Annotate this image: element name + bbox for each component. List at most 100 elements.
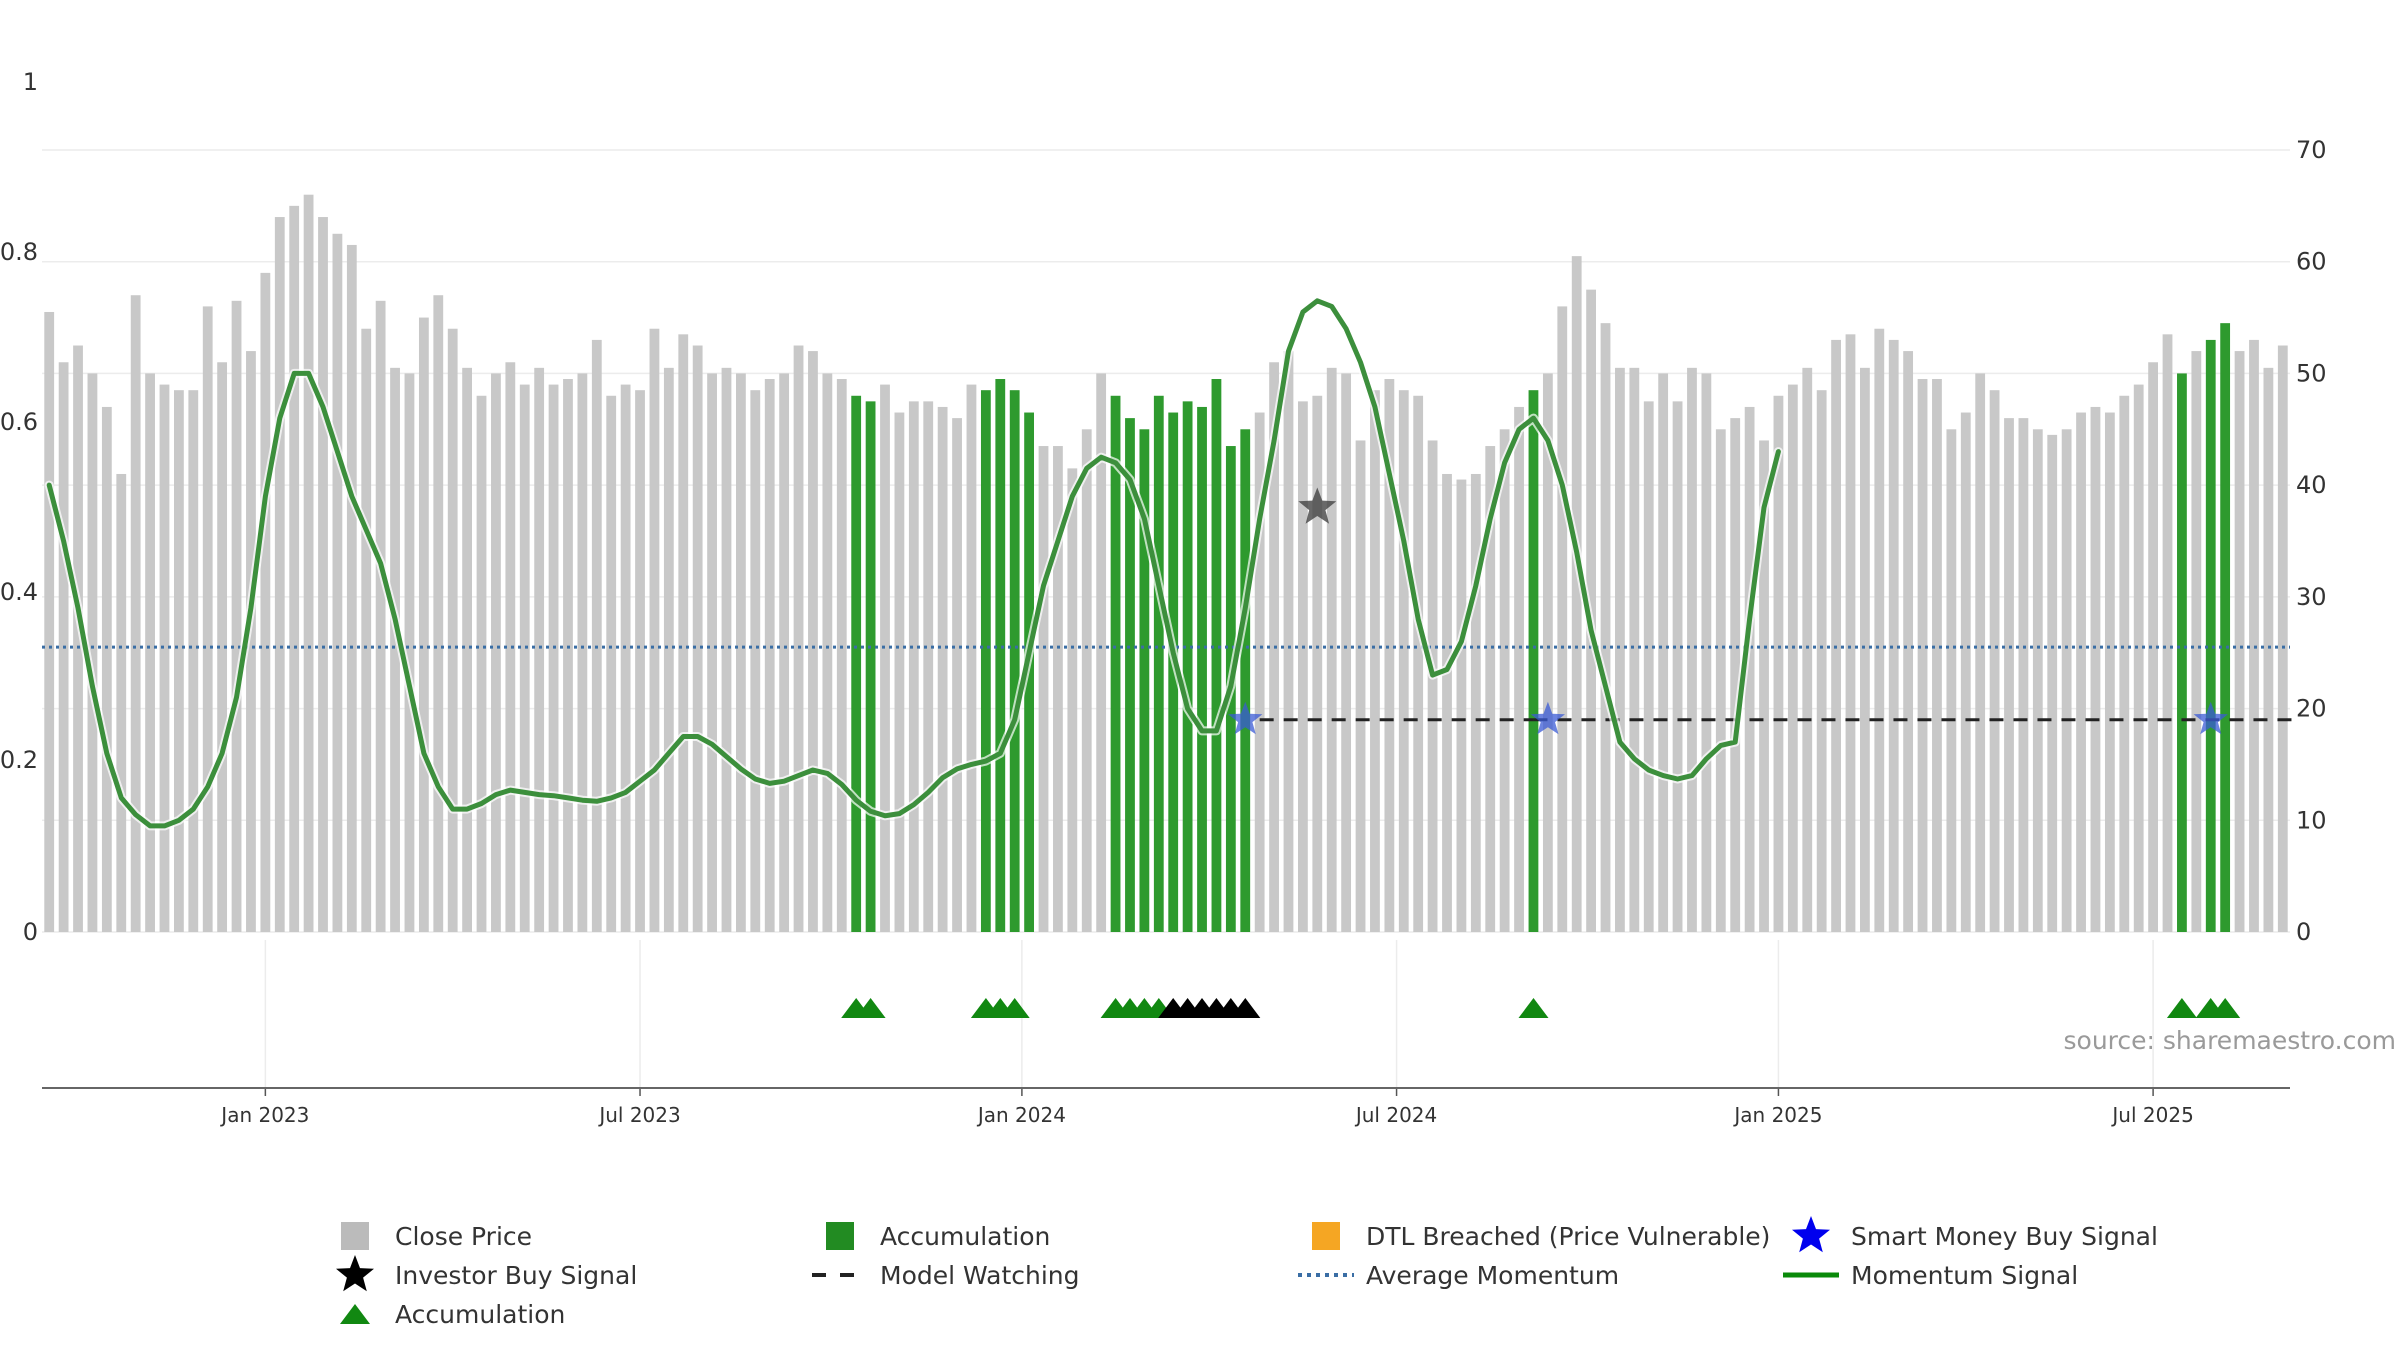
close-price-bar	[1672, 401, 1683, 932]
legend-label: Model Watching	[880, 1261, 1080, 1290]
close-price-bar	[822, 373, 833, 932]
close-price-bar	[418, 317, 429, 933]
y-right-tick: 0	[2296, 918, 2311, 946]
legend-item: Average Momentum	[1298, 1261, 1619, 1290]
close-price-bar	[2004, 418, 2014, 933]
close-price-bar	[563, 379, 573, 932]
close-price-bar	[1067, 468, 1078, 932]
smart-money-buy-star	[1530, 701, 1565, 735]
momentum-signal-line	[46, 298, 1781, 829]
legend-label: Accumulation	[395, 1300, 565, 1329]
close-price-bar	[1370, 390, 1380, 933]
y-left-tick: 0	[23, 918, 38, 946]
close-price-bar	[908, 401, 919, 932]
close-price-bar	[1254, 412, 1265, 932]
close-price-bar	[173, 390, 184, 933]
accumulation-bar	[995, 379, 1006, 932]
accumulation-bar	[1182, 401, 1193, 932]
close-price-bar	[1081, 429, 1092, 932]
close-price-bar	[260, 272, 271, 932]
close-price-bar	[433, 295, 444, 932]
close-price-bar	[1297, 401, 1308, 932]
close-price-bar	[318, 217, 328, 932]
close-price-bar	[548, 384, 559, 933]
legend: Close Price Accumulation DTL Breached (Pri…	[336, 1216, 2158, 1329]
close-price-bar	[880, 384, 890, 933]
close-price-bar	[1658, 373, 1669, 932]
close-price-bar	[735, 373, 746, 932]
close-price-bar	[1456, 479, 1467, 932]
close-price-bar	[937, 406, 948, 932]
close-price-bar	[808, 351, 818, 933]
accumulation-bar	[1197, 406, 1207, 932]
close-price-bar	[1773, 395, 1784, 932]
close-price-bar	[404, 373, 415, 932]
close-price-bar	[764, 379, 775, 932]
close-price-bar	[274, 217, 285, 932]
close-price-bar	[649, 328, 660, 932]
close-price-bar	[606, 395, 617, 932]
accumulation-bar	[1528, 390, 1539, 933]
close-price-bar	[476, 395, 487, 932]
close-price-bar	[375, 300, 386, 932]
close-price-bar	[1542, 373, 1553, 932]
y-left-tick: 1	[23, 68, 38, 96]
close-price-bar	[1932, 379, 1942, 932]
y-right-tick: 30	[2296, 583, 2327, 611]
legend-swatch-triangle	[340, 1304, 370, 1324]
close-price-bar	[1384, 379, 1395, 932]
close-price-bar	[2076, 412, 2086, 932]
close-price-bar	[2090, 406, 2101, 932]
accumulation-bar	[1009, 390, 1020, 933]
close-price-bar	[505, 362, 516, 932]
close-price-bar	[894, 412, 905, 932]
close-price-bar	[116, 473, 127, 932]
close-price-bar	[87, 373, 98, 932]
signal-strip	[841, 998, 2241, 1018]
close-price-bar	[73, 345, 83, 932]
legend-label: Close Price	[395, 1222, 532, 1251]
legend-label: Momentum Signal	[1851, 1261, 2078, 1290]
accumulation-triangle	[855, 998, 886, 1018]
legend-item: Accumulation	[826, 1222, 1050, 1251]
x-tick-label: Jan 2023	[219, 1103, 309, 1127]
legend-swatch-star	[1792, 1216, 1830, 1253]
close-price-bar	[303, 194, 314, 932]
close-price-bar	[923, 401, 934, 932]
close-price-bar	[390, 367, 400, 932]
y-left-tick: 0.2	[0, 746, 38, 774]
close-price-bar	[1687, 367, 1697, 932]
close-price-bar	[361, 328, 372, 932]
signal-lines	[42, 296, 2298, 831]
close-price-bar	[2263, 367, 2274, 932]
close-price-bar	[332, 233, 343, 933]
close-price-bar	[101, 406, 112, 932]
close-price-bar	[1485, 446, 1496, 932]
smart-money-buy-star	[2193, 701, 2228, 735]
legend-swatch-square	[826, 1222, 854, 1250]
close-price-bar	[1845, 334, 1856, 932]
legend-item: Smart Money Buy Signal	[1792, 1216, 2158, 1253]
close-price-bar	[635, 390, 645, 933]
close-price-bar	[2191, 351, 2202, 933]
close-price-bar	[591, 339, 602, 932]
close-price-bar	[2162, 334, 2173, 932]
close-price-bar	[2061, 429, 2072, 932]
accumulation-bar	[1168, 412, 1179, 932]
legend-item: Close Price	[341, 1222, 532, 1251]
close-price-bar	[707, 373, 717, 932]
close-price-bar	[1903, 351, 1914, 933]
legend-label: Accumulation	[880, 1222, 1050, 1251]
close-price-bar	[966, 384, 977, 933]
close-price-bar	[2119, 395, 2130, 932]
x-tick-label: Jul 2023	[597, 1103, 680, 1127]
accumulation-bar	[1153, 395, 1164, 932]
accumulation-triangle	[1518, 998, 1549, 1018]
close-price-bar	[2277, 345, 2288, 932]
legend-swatch-star	[336, 1255, 374, 1292]
accumulation-bar	[2220, 323, 2231, 933]
x-tick-label: Jan 2024	[976, 1103, 1066, 1127]
legend-item: Momentum Signal	[1783, 1261, 2078, 1290]
close-price-bar	[1053, 446, 1063, 932]
